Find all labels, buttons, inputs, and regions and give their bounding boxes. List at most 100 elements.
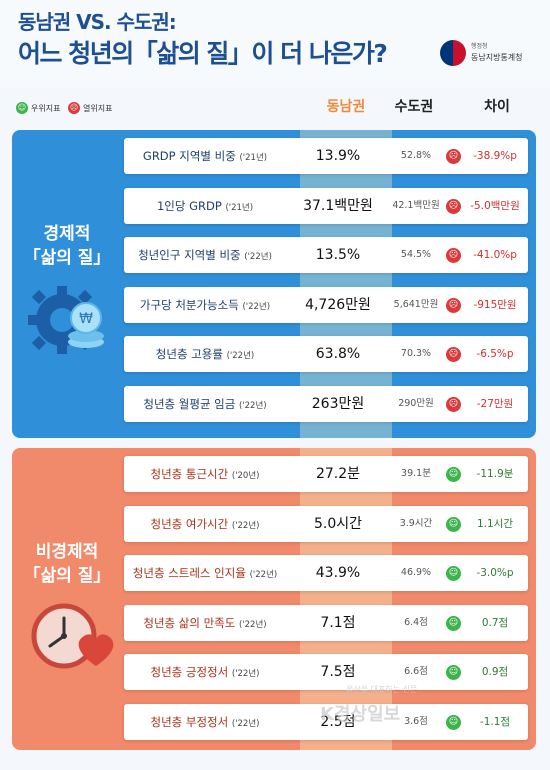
south-value: 4,726만원 — [305, 296, 371, 313]
table-row: 청년층 월평균 임금 ('22년) 263만원 290만원 ☹ -27만원 — [124, 385, 528, 422]
indicator-year: ('21년) — [225, 202, 254, 213]
indicator-name: 1인당 GRDP — [156, 198, 222, 213]
diff-value: 1.1시간 — [476, 517, 514, 530]
watermark-brand: K경상일보 — [320, 704, 401, 725]
indicator-name: 가구당 처분가능소득 — [139, 297, 239, 312]
south-value: 263만원 — [311, 395, 365, 412]
capital-value: 42.1백만원 — [392, 199, 440, 211]
smile-icon: ☺ — [446, 615, 461, 631]
title-line2: 어느 청년의「삶의 질」이 더 나은가? — [18, 39, 388, 68]
south-value: 63.8% — [315, 346, 361, 362]
indicator-name: 청년인구 지역별 비중 — [138, 248, 241, 262]
table-row: 청년인구 지역별 비중 ('22년) 13.5% 54.5% ☹ -41.0%p — [124, 237, 528, 273]
indicator-year: ('20년) — [231, 471, 260, 481]
smile-icon: ☺ — [446, 665, 461, 680]
econ-label-line2: 「삶의 질」 — [23, 248, 111, 268]
non-econ-section-label: 비경제적 「삶의 질」 — [12, 540, 122, 588]
diff-value: 0.9점 — [481, 666, 509, 678]
indicator-name: GRDP 지역별 비중 — [142, 149, 236, 163]
indicator-year: ('22년) — [239, 619, 267, 630]
indicator-label: 청년층 통근시간 ('20년) — [124, 456, 286, 492]
table-row: 청년층 여가시간 ('22년) 5.0시간 3.9시간 ☺ 1.1시간 — [124, 505, 528, 542]
south-value: 13.5% — [315, 247, 361, 263]
frown-icon: ☹ — [446, 396, 461, 412]
indicator-year: ('22년) — [244, 252, 272, 262]
indicator-label: 청년층 긍정정서 ('22년) — [124, 654, 286, 690]
indicator-year: ('21년) — [239, 153, 268, 163]
diff-value: -5.0백만원 — [470, 199, 520, 212]
legend-bad: ☹ 열위지표 — [68, 102, 112, 114]
diff-value: -11.9분 — [476, 468, 514, 480]
table-row: 청년층 긍정정서 ('22년) 7.5점 6.6점 ☺ 0.9점 — [124, 654, 528, 690]
indicator-name: 청년층 부정정서 — [150, 714, 229, 729]
table-row: 청년층 삶의 만족도 ('22년) 7.1점 6.4점 ☺ 0.7점 — [124, 604, 528, 641]
frown-icon: ☹ — [446, 297, 461, 313]
clock-heart-icon — [31, 603, 114, 669]
legend-good-label: 우위지표 — [31, 103, 61, 113]
indicator-name: 청년층 스트레스 인지율 — [132, 566, 246, 580]
smile-icon: ☺ — [446, 467, 461, 482]
non-econ-label-line2: 「삶의 질」 — [23, 566, 111, 586]
frown-icon: ☹ — [446, 347, 461, 362]
diff-value: -27만원 — [476, 397, 514, 410]
capital-value: 6.6점 — [404, 666, 428, 677]
legend-good: ☺ 우위지표 — [16, 102, 60, 114]
south-value: 43.9% — [315, 565, 361, 581]
indicator-label: 청년층 스트레스 인지율 ('22년) — [124, 555, 286, 591]
indicator-year: ('22년) — [231, 520, 260, 531]
diff-value: -38.9%p — [473, 150, 517, 162]
svg-text:₩: ₩ — [79, 311, 93, 327]
non-econ-label-line1: 비경제적 — [35, 542, 99, 562]
indicator-label: 청년층 여가시간 ('22년) — [124, 506, 286, 542]
indicator-label: 청년인구 지역별 비중 ('22년) — [124, 237, 286, 273]
south-value: 7.1점 — [320, 614, 356, 631]
indicator-label: 청년층 부정정서 ('22년) — [124, 704, 286, 740]
indicator-year: ('22년) — [249, 570, 278, 580]
capital-value: 52.8% — [400, 150, 432, 161]
capital-value: 3.6점 — [404, 715, 428, 727]
indicator-name: 청년층 월평균 임금 — [143, 396, 236, 411]
capital-value: 5,641만원 — [393, 298, 439, 310]
south-value: 7.5점 — [320, 664, 356, 680]
table-row: 1인당 GRDP ('21년) 37.1백만원 42.1백만원 ☹ -5.0백만원 — [124, 187, 528, 224]
indicator-label: 청년층 고용률 ('22년) — [124, 336, 286, 372]
econ-section: 경제적 「삶의 질」 ₩ GRDP 지역별 비중 ('21년) 13.9% 52.8… — [12, 130, 536, 438]
capital-value: 3.9시간 — [399, 517, 433, 529]
table-row: 청년층 부정정서 ('22년) 2.5점 3.6점 ☺ -1.1점 — [124, 703, 528, 740]
indicator-name: 청년층 통근시간 — [150, 467, 229, 481]
logo: 행정청 동남지방통계청 — [440, 36, 545, 72]
capital-value: 39.1분 — [401, 468, 431, 479]
smile-icon: ☺ — [16, 102, 28, 114]
south-value: 27.2분 — [315, 466, 361, 482]
taegeuk-icon — [440, 40, 466, 66]
econ-section-label: 경제적 「삶의 질」 — [12, 222, 122, 270]
capital-value: 46.9% — [400, 567, 432, 578]
col-header-south: 동남권 — [326, 99, 366, 115]
south-value: 13.9% — [315, 148, 361, 164]
watermark-tagline: 울산을 대표하는 신문 — [346, 685, 418, 694]
diff-value: -41.0%p — [473, 249, 517, 261]
table-row: GRDP 지역별 비중 ('21년) 13.9% 52.8% ☹ -38.9%p — [124, 138, 528, 174]
south-value: 5.0시간 — [313, 515, 363, 532]
table-row: 청년층 스트레스 인지율 ('22년) 43.9% 46.9% ☺ -3.0%p — [124, 555, 528, 591]
indicator-year: ('22년) — [226, 351, 255, 361]
indicator-label: 가구당 처분가능소득 ('22년) — [124, 287, 286, 323]
south-value: 2.5점 — [320, 713, 356, 730]
indicator-label: 1인당 GRDP ('21년) — [124, 188, 286, 224]
table-row: 청년층 고용률 ('22년) 63.8% 70.3% ☹ -6.5%p — [124, 336, 528, 372]
capital-value: 6.4점 — [404, 616, 428, 628]
indicator-name: 청년층 여가시간 — [150, 516, 229, 531]
indicator-name: 청년층 긍정정서 — [150, 665, 229, 679]
legend-row: ☺ 우위지표 ☹ 열위지표 동남권 수도권 차이 — [0, 88, 550, 128]
diff-value: -6.5%p — [476, 348, 514, 360]
indicator-label: 청년층 삶의 만족도 ('22년) — [124, 605, 286, 641]
gear-coin-icon: ₩ — [28, 286, 104, 354]
logo-name: 동남지방통계청 — [471, 53, 523, 62]
frown-icon: ☹ — [446, 198, 461, 214]
smile-icon: ☺ — [446, 566, 461, 581]
legend-bad-label: 열위지표 — [83, 103, 113, 113]
capital-value: 290만원 — [398, 397, 434, 409]
frown-icon: ☹ — [446, 149, 461, 164]
smile-icon: ☺ — [446, 516, 461, 532]
indicator-year: ('22년) — [231, 669, 260, 679]
